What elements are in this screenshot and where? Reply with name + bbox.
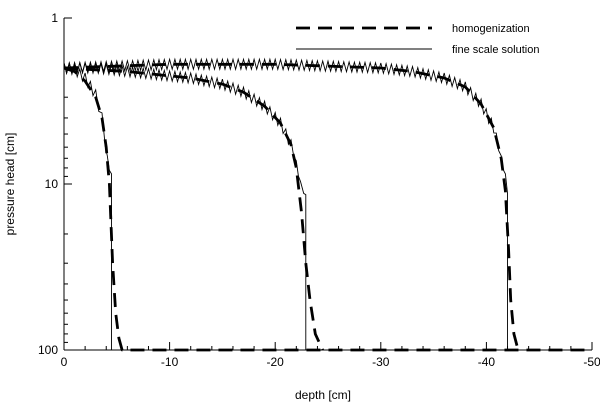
x-tick-label: -10 [161, 355, 179, 369]
series-fine-scale-solution-curve-1 [64, 62, 592, 351]
x-tick-label: -20 [267, 355, 285, 369]
y-tick-label: 1 [51, 11, 58, 25]
y-tick-label: 10 [45, 177, 59, 191]
x-tick-label: -50 [583, 355, 600, 369]
x-tick-labels: 0 -10 -20 -30 -40 -50 [61, 355, 600, 369]
y-tick-label: 100 [38, 343, 58, 357]
x-axis-title: depth [cm] [295, 388, 351, 402]
y-ticks [64, 17, 72, 351]
series-fine-scale-solution-curve-2 [64, 61, 309, 351]
x-tick-label: 0 [61, 355, 68, 369]
series-fine-scale-solution-curve-3 [64, 57, 511, 351]
series-homogenization-curve-1 [64, 66, 592, 352]
legend-label-homogenization: homogenization [452, 23, 530, 35]
y-axis-title: pressure head [cm] [3, 133, 17, 236]
legend: homogenization fine scale solution [296, 23, 539, 56]
legend-label-fine-scale-solution: fine scale solution [452, 44, 539, 56]
y-tick-labels: 1 10 100 [38, 11, 58, 357]
series-layer [64, 57, 592, 352]
x-tick-label: -30 [372, 355, 390, 369]
x-tick-label: -40 [478, 355, 496, 369]
series-homogenization-curve-3 [64, 62, 520, 351]
series-homogenization-curve-2 [64, 66, 324, 351]
